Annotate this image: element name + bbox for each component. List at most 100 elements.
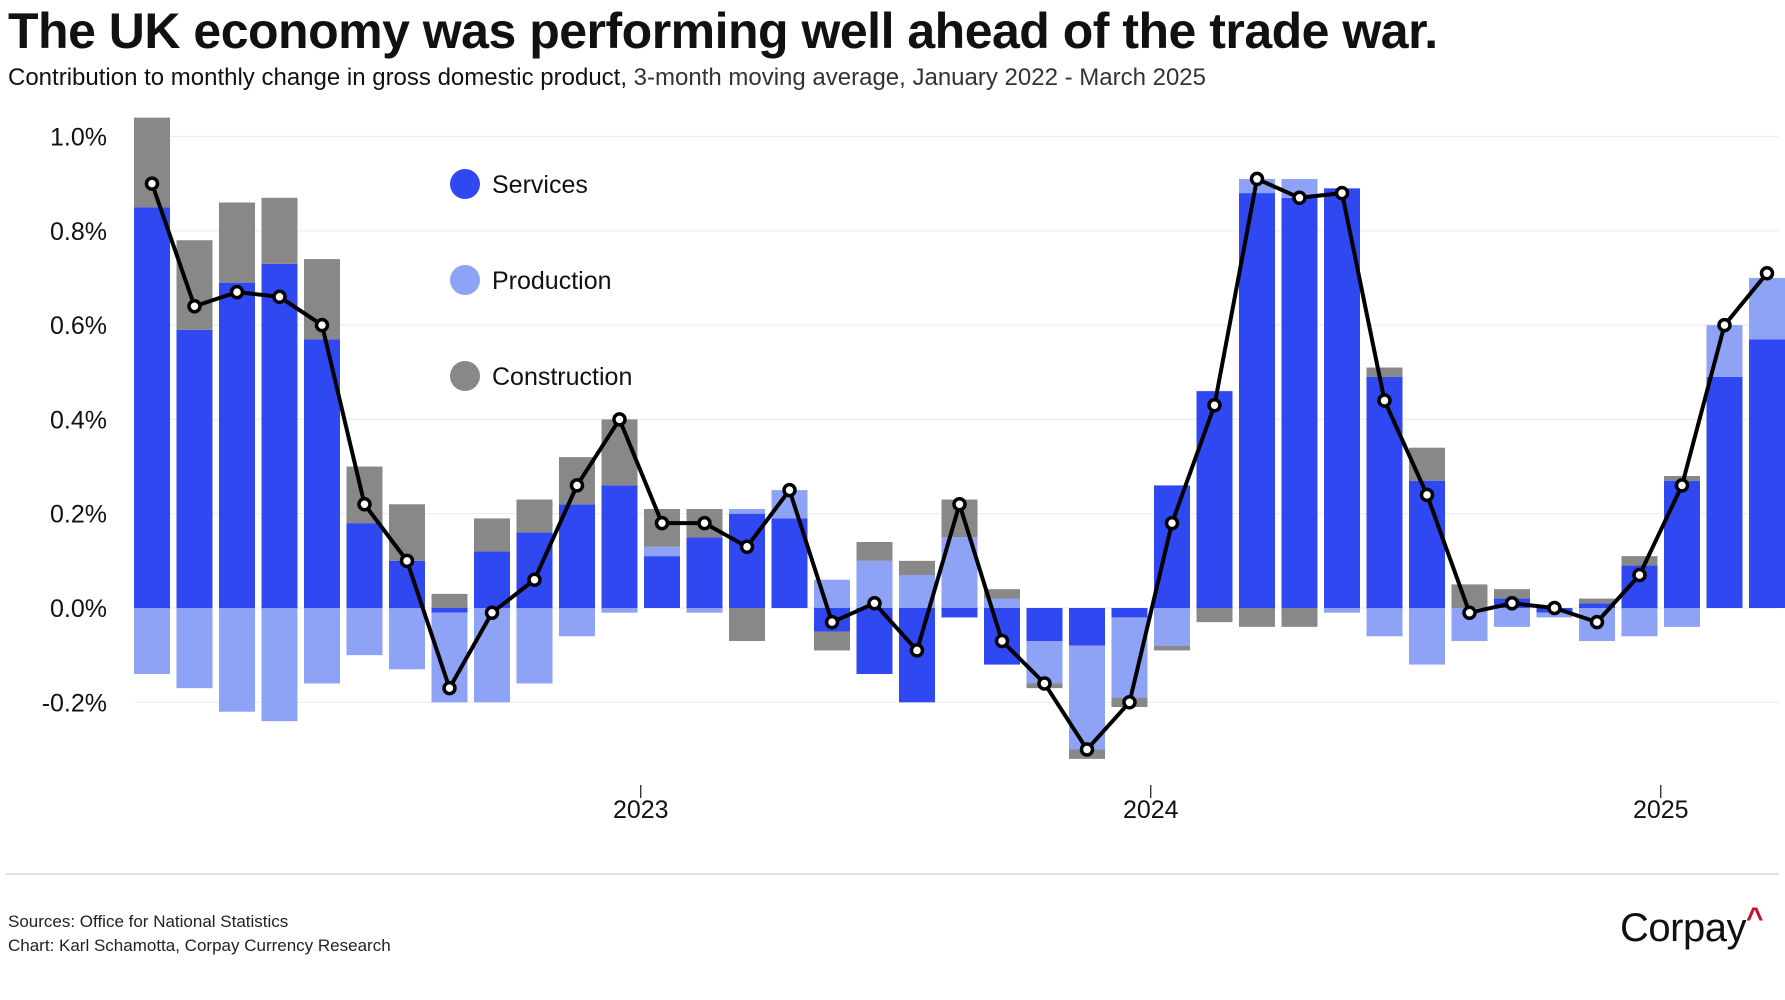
bar-production	[729, 508, 765, 514]
gdp-contribution-chart: -0.2%0.0%0.2%0.4%0.6%0.8%1.0% 2023 2024 20…	[42, 117, 1785, 824]
bar-construction	[856, 541, 893, 561]
logo-text: Corpay	[1620, 906, 1746, 950]
legend-swatch-construction	[450, 361, 480, 391]
line-point	[357, 497, 372, 512]
bar-services	[1706, 376, 1743, 608]
bar-construction	[729, 608, 765, 642]
total-gdp-line	[144, 171, 1775, 757]
bar-production	[1366, 608, 1403, 637]
line-point	[1079, 742, 1095, 757]
footer-divider	[6, 873, 1779, 875]
y-tick-label: 0.8%	[50, 218, 107, 246]
bar-construction	[1281, 608, 1318, 627]
bar-production	[559, 608, 595, 637]
bar-construction	[1451, 584, 1488, 608]
line-point	[1207, 398, 1222, 413]
x-tick-label: 2023	[613, 796, 669, 824]
y-tick-label: 0.6%	[50, 312, 107, 340]
bar-construction	[219, 202, 255, 283]
line-point	[399, 553, 415, 569]
line-point	[1759, 265, 1775, 281]
line-point	[1632, 567, 1647, 583]
bar-services	[1239, 193, 1275, 608]
line-point	[229, 284, 245, 300]
bar-construction	[899, 560, 935, 575]
bar-production	[1664, 608, 1700, 627]
line-point	[782, 482, 797, 498]
bar-construction	[389, 504, 425, 561]
bar-services	[431, 608, 468, 613]
bar-production	[1621, 608, 1658, 637]
bar-construction	[1196, 608, 1233, 623]
line-point	[612, 412, 627, 427]
bar-construction	[1366, 367, 1403, 377]
x-tick-label: 2024	[1123, 796, 1179, 824]
line-point	[867, 596, 882, 611]
bar-services	[134, 207, 170, 608]
line-point	[272, 289, 287, 305]
bar-construction	[1154, 645, 1190, 651]
line-point	[824, 614, 840, 630]
bar-services	[1579, 603, 1615, 608]
x-axis: 2023 2024 2025	[613, 785, 1689, 824]
line-point	[1292, 190, 1307, 206]
line-point	[1674, 478, 1690, 493]
chart-subtitle: Contribution to monthly change in gross …	[8, 64, 1206, 92]
line-point	[484, 605, 500, 620]
bar-services	[176, 329, 213, 608]
bar-services	[1664, 480, 1700, 608]
y-tick-label: 0.2%	[50, 501, 107, 529]
line-point	[1122, 695, 1137, 710]
bar-production	[261, 608, 298, 722]
line-point	[654, 515, 670, 531]
bar-construction	[516, 499, 553, 533]
bar-production	[601, 608, 638, 613]
bar-production	[984, 598, 1020, 608]
line-point	[314, 317, 330, 333]
bar-services	[1749, 339, 1785, 608]
bar-services	[1281, 197, 1318, 609]
bar-construction	[1494, 589, 1530, 599]
bar-production	[304, 608, 340, 684]
line-point	[1462, 605, 1477, 620]
bar-services	[1069, 608, 1105, 646]
bar-services	[474, 551, 510, 608]
bar-production	[474, 608, 510, 703]
bar-production	[686, 608, 723, 613]
line-point	[442, 680, 457, 696]
bar-production	[176, 608, 213, 689]
bar-production	[219, 608, 255, 712]
line-point	[1419, 487, 1435, 503]
bar-construction	[1579, 598, 1615, 604]
bar-services	[1366, 376, 1403, 608]
line-point	[527, 572, 542, 587]
line-point	[1037, 676, 1052, 691]
bar-services	[644, 556, 680, 608]
bar-construction	[1239, 608, 1275, 627]
line-point	[144, 176, 160, 191]
bar-production	[516, 608, 553, 684]
legend-swatch-production	[450, 265, 480, 295]
line-point	[909, 643, 925, 658]
line-point	[1504, 596, 1520, 611]
y-tick-label: 1.0%	[50, 124, 107, 152]
bar-services	[516, 532, 553, 608]
bar-services	[1154, 485, 1190, 608]
bar-construction	[814, 631, 850, 651]
bar-construction	[474, 518, 510, 552]
bar-production	[1494, 608, 1530, 627]
line-point	[697, 515, 712, 531]
bar-services	[1026, 608, 1063, 642]
bar-construction	[984, 589, 1020, 599]
line-point	[1589, 614, 1605, 630]
bar-construction	[1621, 556, 1658, 566]
source-note: Sources: Office for National Statistics …	[8, 910, 391, 958]
line-point	[952, 497, 967, 512]
bar-construction	[134, 117, 170, 208]
source-line: Sources: Office for National Statistics	[8, 912, 289, 931]
legend-label-construction: Construction	[492, 363, 632, 391]
bar-construction	[346, 466, 383, 524]
line-point	[1717, 317, 1732, 333]
y-tick-label: -0.2%	[42, 689, 107, 717]
x-tick-label: 2025	[1633, 796, 1689, 824]
